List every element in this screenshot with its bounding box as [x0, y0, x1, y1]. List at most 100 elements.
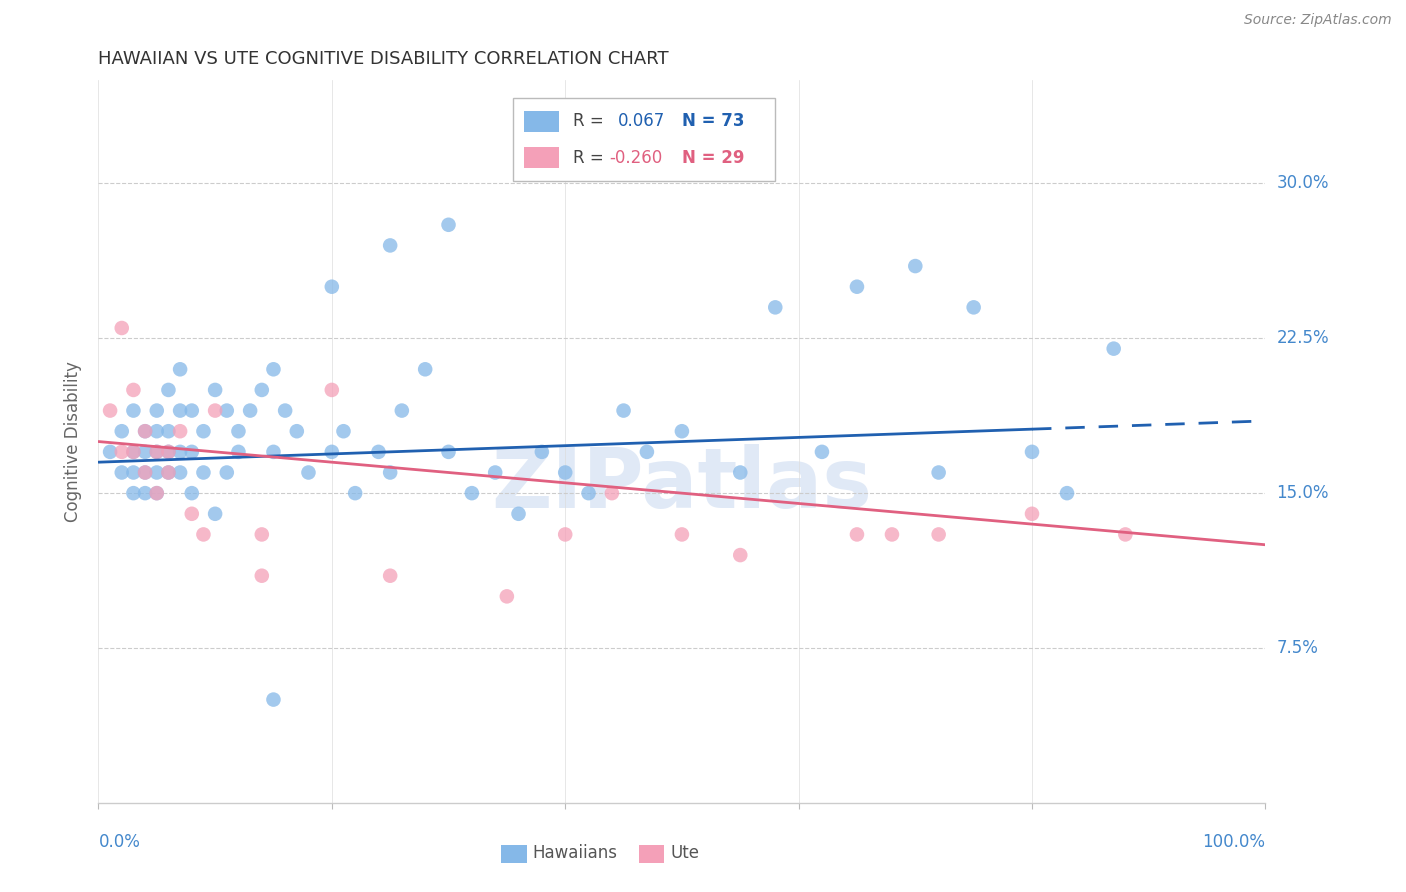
Point [578, 486, 600, 500]
Text: 100.0%: 100.0% [1202, 833, 1265, 851]
Point [262, 362, 284, 376]
Point [146, 486, 169, 500]
Point [111, 466, 134, 480]
Point [811, 445, 834, 459]
Bar [524, 111, 560, 132]
Point [321, 445, 343, 459]
Point [1021, 445, 1043, 459]
Point [134, 445, 156, 459]
Point [1021, 507, 1043, 521]
Point [880, 527, 903, 541]
Point [180, 403, 202, 417]
Point [134, 424, 156, 438]
Bar [638, 845, 665, 863]
Point [250, 383, 273, 397]
Text: N = 29: N = 29 [682, 149, 744, 167]
Point [157, 466, 180, 480]
Point [437, 218, 460, 232]
Point [437, 445, 460, 459]
Text: 7.5%: 7.5% [1277, 639, 1319, 657]
Point [1102, 342, 1125, 356]
Text: 0.067: 0.067 [617, 112, 665, 130]
Point [169, 403, 191, 417]
Point [169, 445, 191, 459]
Point [134, 466, 156, 480]
Point [169, 362, 191, 376]
Point [671, 424, 693, 438]
Point [193, 527, 215, 541]
Point [146, 445, 169, 459]
Point [461, 486, 484, 500]
Point [180, 507, 202, 521]
Point [204, 403, 226, 417]
Bar [524, 147, 560, 169]
Text: 30.0%: 30.0% [1277, 175, 1329, 193]
Text: 0.0%: 0.0% [98, 833, 141, 851]
FancyBboxPatch shape [513, 98, 775, 181]
Point [367, 445, 389, 459]
Point [262, 692, 284, 706]
Point [111, 445, 134, 459]
Point [285, 424, 308, 438]
Point [215, 403, 238, 417]
Point [496, 590, 519, 604]
Point [215, 466, 238, 480]
Point [332, 424, 354, 438]
Point [274, 403, 297, 417]
Point [321, 383, 343, 397]
Point [413, 362, 436, 376]
Point [204, 507, 226, 521]
Point [554, 527, 576, 541]
Point [157, 424, 180, 438]
Point [180, 445, 202, 459]
Point [530, 445, 553, 459]
Point [146, 466, 169, 480]
Point [846, 527, 869, 541]
Point [730, 466, 752, 480]
Point [391, 403, 413, 417]
Point [157, 445, 180, 459]
Point [928, 466, 950, 480]
Point [297, 466, 319, 480]
Point [111, 321, 134, 335]
Point [146, 403, 169, 417]
Point [193, 424, 215, 438]
Point [111, 424, 134, 438]
Point [344, 486, 367, 500]
Point [122, 486, 145, 500]
Point [122, 383, 145, 397]
Point [134, 486, 156, 500]
Text: 15.0%: 15.0% [1277, 484, 1329, 502]
Point [146, 445, 169, 459]
Point [846, 279, 869, 293]
Point [169, 424, 191, 438]
Text: R =: R = [574, 149, 605, 167]
Point [962, 301, 984, 315]
Point [157, 383, 180, 397]
Point [484, 466, 506, 480]
Text: ZIPatlas: ZIPatlas [492, 444, 872, 525]
Point [1114, 527, 1136, 541]
Point [250, 568, 273, 582]
Text: R =: R = [574, 112, 605, 130]
Text: -0.260: -0.260 [610, 149, 662, 167]
Point [122, 403, 145, 417]
Point [508, 507, 530, 521]
Y-axis label: Cognitive Disability: Cognitive Disability [65, 361, 83, 522]
Point [600, 486, 623, 500]
Point [122, 466, 145, 480]
Point [122, 445, 145, 459]
Point [134, 424, 156, 438]
Point [380, 568, 402, 582]
Point [228, 445, 250, 459]
Point [613, 403, 636, 417]
Point [928, 527, 950, 541]
Point [98, 403, 121, 417]
Text: N = 73: N = 73 [682, 112, 744, 130]
Text: Source: ZipAtlas.com: Source: ZipAtlas.com [1244, 13, 1392, 28]
Point [193, 466, 215, 480]
Point [250, 527, 273, 541]
Point [554, 466, 576, 480]
Point [98, 445, 121, 459]
Point [169, 466, 191, 480]
